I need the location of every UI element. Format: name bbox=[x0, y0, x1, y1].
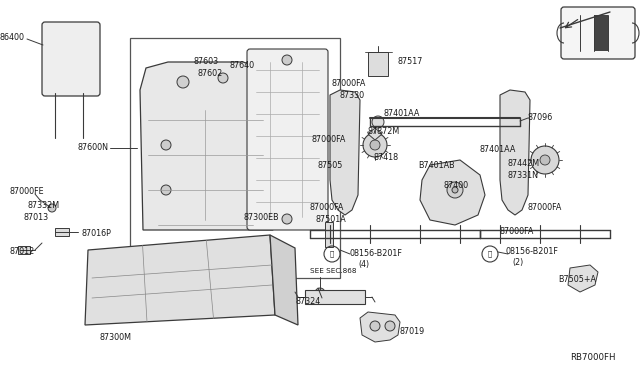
Circle shape bbox=[282, 214, 292, 224]
Bar bbox=[18, 246, 30, 254]
Text: 08156-B201F: 08156-B201F bbox=[506, 247, 559, 257]
Bar bbox=[305, 290, 365, 304]
Circle shape bbox=[385, 321, 395, 331]
Circle shape bbox=[363, 133, 387, 157]
Text: 86400: 86400 bbox=[0, 32, 25, 42]
FancyBboxPatch shape bbox=[42, 22, 100, 96]
Circle shape bbox=[161, 140, 171, 150]
Circle shape bbox=[540, 155, 550, 165]
Bar bbox=[130, 38, 340, 278]
Bar bbox=[325, 222, 333, 247]
Text: (4): (4) bbox=[358, 260, 369, 269]
Text: 87603: 87603 bbox=[193, 58, 218, 67]
Text: 87000FA: 87000FA bbox=[332, 78, 366, 87]
Circle shape bbox=[372, 116, 384, 128]
Bar bbox=[55, 228, 69, 236]
Text: 87400: 87400 bbox=[444, 182, 469, 190]
Text: 87401AA: 87401AA bbox=[384, 109, 420, 119]
Circle shape bbox=[452, 187, 458, 193]
Text: 87000FA: 87000FA bbox=[500, 228, 534, 237]
Text: 87012: 87012 bbox=[10, 247, 35, 257]
Text: 87401AA: 87401AA bbox=[480, 145, 516, 154]
Polygon shape bbox=[420, 160, 485, 225]
Circle shape bbox=[506, 116, 518, 128]
Text: 87640: 87640 bbox=[230, 61, 255, 70]
Text: 87013: 87013 bbox=[24, 214, 49, 222]
Polygon shape bbox=[368, 128, 382, 140]
Text: 87300M: 87300M bbox=[100, 334, 132, 343]
Text: 87501A: 87501A bbox=[316, 215, 347, 224]
Text: 87330: 87330 bbox=[340, 92, 365, 100]
Text: B7505+A: B7505+A bbox=[558, 276, 596, 285]
Circle shape bbox=[370, 321, 380, 331]
Text: 87505: 87505 bbox=[318, 160, 344, 170]
Text: (2): (2) bbox=[512, 259, 524, 267]
Text: 87000FE: 87000FE bbox=[10, 187, 45, 196]
Text: 08156-B201F: 08156-B201F bbox=[350, 250, 403, 259]
Text: 87517: 87517 bbox=[398, 58, 424, 67]
Text: 87331N: 87331N bbox=[508, 171, 539, 180]
Text: 87000FA: 87000FA bbox=[310, 202, 344, 212]
Circle shape bbox=[282, 55, 292, 65]
Circle shape bbox=[177, 76, 189, 88]
Text: SEE SEC.868: SEE SEC.868 bbox=[310, 268, 356, 274]
Circle shape bbox=[531, 146, 559, 174]
Bar bbox=[368, 52, 388, 76]
Text: 87324: 87324 bbox=[296, 298, 321, 307]
Text: 87019: 87019 bbox=[400, 327, 425, 337]
Bar bbox=[594, 15, 608, 51]
Polygon shape bbox=[568, 265, 598, 292]
Text: 87332M: 87332M bbox=[28, 201, 60, 209]
Polygon shape bbox=[140, 62, 273, 230]
FancyBboxPatch shape bbox=[561, 7, 635, 59]
Text: Ⓑ: Ⓑ bbox=[488, 251, 492, 257]
Text: 87442M: 87442M bbox=[508, 160, 540, 169]
Circle shape bbox=[447, 182, 463, 198]
Text: 87300EB: 87300EB bbox=[244, 214, 280, 222]
Text: Ⓑ: Ⓑ bbox=[330, 251, 334, 257]
Polygon shape bbox=[85, 235, 275, 325]
Text: 87872M: 87872M bbox=[368, 128, 400, 137]
Text: 87602: 87602 bbox=[198, 70, 223, 78]
FancyBboxPatch shape bbox=[247, 49, 328, 230]
Circle shape bbox=[161, 185, 171, 195]
Text: B7401AB: B7401AB bbox=[418, 161, 454, 170]
Circle shape bbox=[370, 140, 380, 150]
Circle shape bbox=[48, 204, 56, 212]
Polygon shape bbox=[360, 312, 400, 342]
Text: 87000FA: 87000FA bbox=[312, 135, 346, 144]
Text: 87600N: 87600N bbox=[77, 144, 108, 153]
Circle shape bbox=[315, 288, 325, 298]
Text: RB7000FH: RB7000FH bbox=[570, 353, 616, 362]
Text: 87418: 87418 bbox=[374, 154, 399, 163]
Polygon shape bbox=[500, 90, 530, 215]
Polygon shape bbox=[330, 90, 360, 215]
Polygon shape bbox=[270, 235, 298, 325]
Text: 87096: 87096 bbox=[528, 113, 553, 122]
Circle shape bbox=[218, 73, 228, 83]
Text: 87016P: 87016P bbox=[82, 230, 112, 238]
Text: 87000FA: 87000FA bbox=[528, 203, 563, 212]
